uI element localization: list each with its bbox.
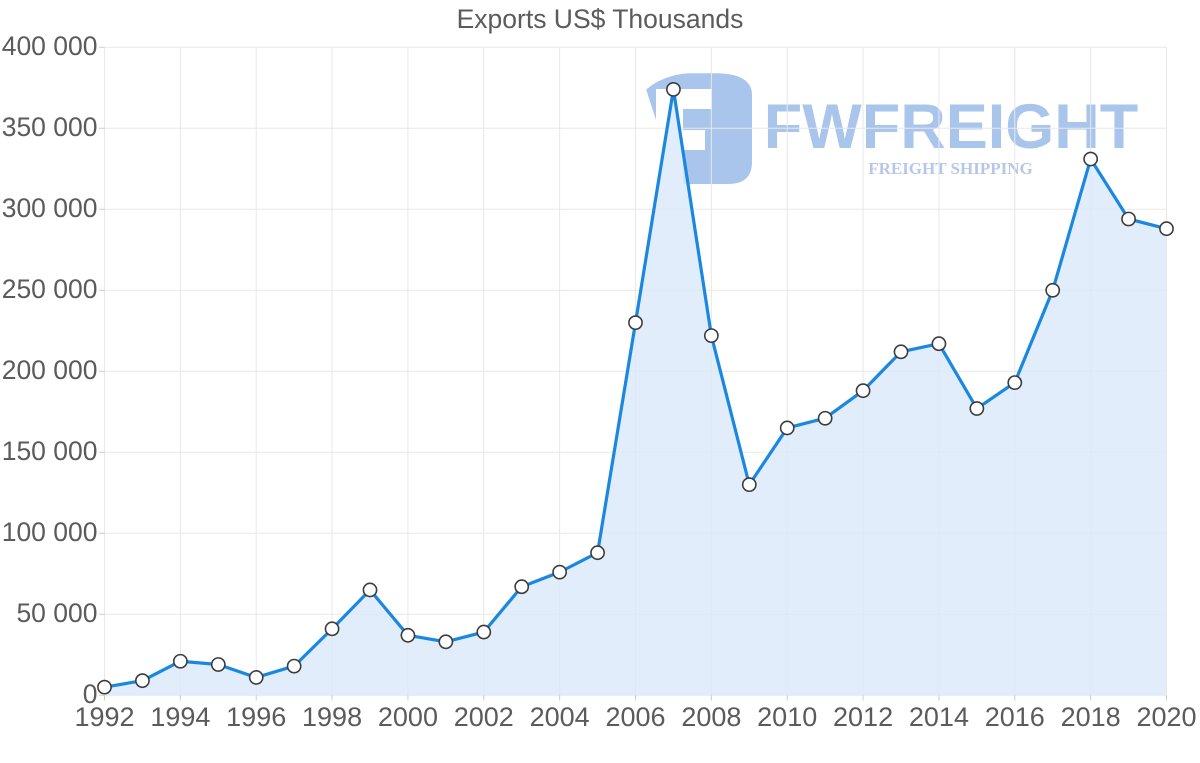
svg-text:2016: 2016: [985, 702, 1045, 732]
svg-text:2018: 2018: [1061, 702, 1121, 732]
svg-text:2000: 2000: [378, 702, 438, 732]
svg-text:350 000: 350 000: [2, 112, 98, 142]
svg-text:1994: 1994: [150, 702, 210, 732]
svg-text:1992: 1992: [74, 702, 134, 732]
svg-text:2006: 2006: [605, 702, 665, 732]
svg-text:250 000: 250 000: [2, 274, 98, 304]
svg-text:300 000: 300 000: [2, 193, 98, 223]
svg-text:150 000: 150 000: [2, 436, 98, 466]
svg-text:FWFREIGHT: FWFREIGHT: [764, 92, 1138, 162]
svg-text:400 000: 400 000: [2, 31, 98, 61]
svg-text:2010: 2010: [757, 702, 817, 732]
svg-text:2002: 2002: [454, 702, 514, 732]
svg-text:200 000: 200 000: [2, 355, 98, 385]
svg-text:2020: 2020: [1136, 702, 1196, 732]
svg-text:FREIGHT SHIPPING: FREIGHT SHIPPING: [868, 159, 1033, 178]
svg-text:2004: 2004: [530, 702, 590, 732]
svg-text:2008: 2008: [681, 702, 741, 732]
svg-text:1996: 1996: [226, 702, 286, 732]
svg-text:1998: 1998: [302, 702, 362, 732]
svg-text:2012: 2012: [833, 702, 893, 732]
svg-text:100 000: 100 000: [2, 517, 98, 547]
svg-text:2014: 2014: [909, 702, 969, 732]
svg-text:50 000: 50 000: [16, 598, 97, 628]
